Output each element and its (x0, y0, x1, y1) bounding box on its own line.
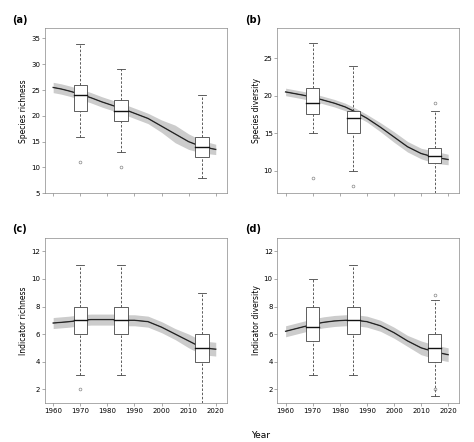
Y-axis label: Species richness: Species richness (19, 79, 28, 142)
Bar (73, 306, 87, 334)
Text: (d): (d) (245, 225, 261, 234)
Bar (73, 85, 87, 110)
Bar (195, 334, 209, 362)
Text: (c): (c) (12, 225, 27, 234)
Bar (346, 306, 360, 334)
Text: Year: Year (251, 431, 270, 440)
Text: (a): (a) (12, 15, 28, 25)
Bar (428, 148, 441, 163)
Y-axis label: Indicator richness: Indicator richness (19, 286, 28, 354)
Bar (306, 88, 319, 114)
Bar (428, 334, 441, 362)
Bar (346, 110, 360, 133)
Bar (114, 100, 128, 121)
Text: (b): (b) (245, 15, 261, 25)
Bar (306, 306, 319, 341)
Bar (195, 137, 209, 157)
Y-axis label: Species diversity: Species diversity (252, 78, 261, 143)
Y-axis label: Indicator diversity: Indicator diversity (252, 286, 261, 355)
Bar (114, 306, 128, 334)
